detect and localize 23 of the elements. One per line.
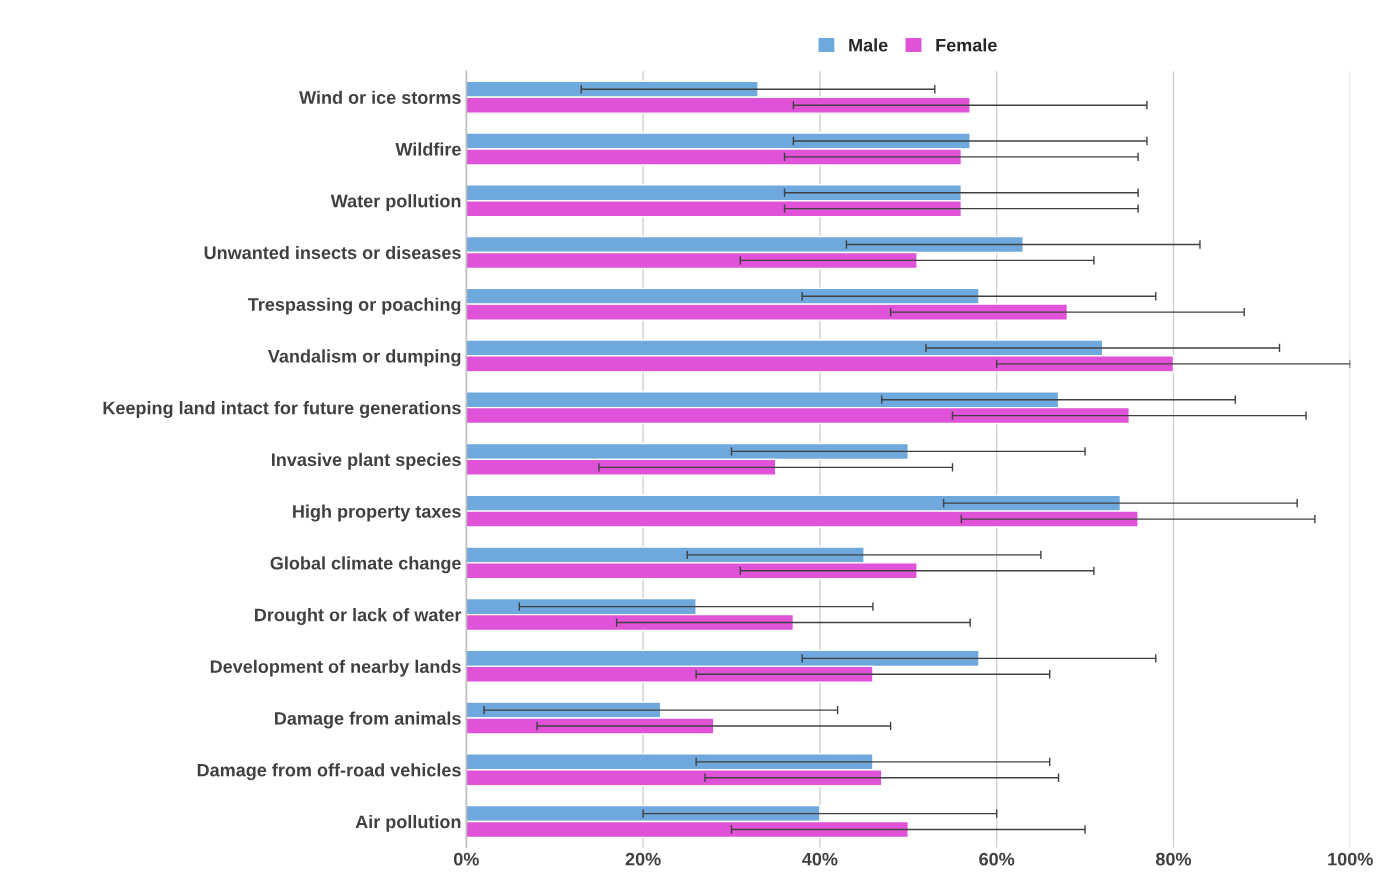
y-tick-label: Drought or lack of water	[255, 608, 462, 625]
x-tick-label: 80%	[1155, 852, 1192, 866]
legend-label: Female	[936, 38, 997, 52]
y-tick-label: Global climate change	[270, 556, 461, 574]
y-tick-label: Trespassing or poaching	[247, 297, 461, 315]
y-tick-label: Invasive plant species	[272, 452, 461, 470]
y-tick-label: Wind or ice storms	[299, 90, 461, 104]
x-tick-label: 20%	[625, 852, 661, 866]
y-tick-label: Damage from off-road vehicles	[197, 763, 461, 781]
y-tick-label: High property taxes	[293, 504, 461, 522]
y-tick-label: Vandalism or dumping	[267, 349, 461, 367]
x-tick-label: 40%	[802, 852, 838, 866]
y-tick-label: Development of nearby lands	[210, 659, 461, 677]
y-tick-label: Damage from animals	[275, 711, 461, 729]
legend-label: Male	[849, 38, 888, 52]
y-tick-label: Keeping land intact for future generations	[103, 401, 461, 419]
x-tick-label: 100%	[1328, 852, 1373, 866]
y-tick-label: Unwanted insects or diseases	[204, 245, 461, 260]
x-tick-label: 0%	[453, 852, 479, 866]
y-tick-label: Water pollution	[330, 194, 461, 211]
x-tick-label: 60%	[979, 852, 1015, 866]
y-tick-label: Wildfire	[395, 142, 461, 156]
y-tick-label: Air pollution	[355, 814, 461, 832]
